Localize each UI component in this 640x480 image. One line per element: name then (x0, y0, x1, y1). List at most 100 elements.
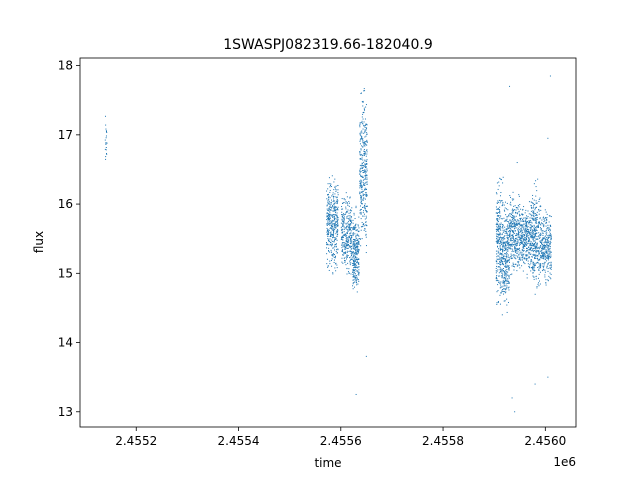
data-point (514, 411, 516, 413)
data-point (502, 261, 504, 263)
data-point (523, 253, 525, 255)
data-point (337, 231, 339, 233)
data-point (360, 194, 362, 196)
data-point (521, 213, 523, 215)
data-point (532, 226, 534, 228)
data-point (333, 218, 335, 220)
data-point (520, 228, 522, 230)
data-point (496, 239, 498, 241)
data-point (498, 266, 500, 268)
data-point (550, 273, 552, 275)
data-point (326, 208, 328, 210)
data-point (519, 220, 521, 222)
data-point (502, 282, 504, 284)
data-point (529, 267, 531, 269)
data-point (342, 223, 344, 225)
data-point (499, 253, 501, 255)
data-point (343, 226, 345, 228)
data-point (539, 271, 541, 273)
data-point (519, 257, 521, 259)
data-point (506, 264, 508, 266)
data-point (363, 197, 365, 199)
data-point (516, 245, 517, 247)
data-point (364, 163, 366, 165)
data-point (532, 230, 534, 232)
data-point (348, 223, 350, 225)
data-point (499, 225, 501, 227)
data-point (106, 131, 107, 132)
data-point (507, 242, 509, 244)
data-point (328, 213, 330, 215)
data-point (520, 220, 522, 222)
data-point (550, 237, 552, 239)
data-point (499, 202, 501, 204)
data-point (359, 154, 361, 156)
data-point (518, 231, 520, 233)
data-point (539, 266, 541, 268)
data-point (511, 237, 513, 239)
data-point (543, 245, 544, 247)
data-point (531, 244, 533, 246)
data-point (355, 259, 357, 261)
data-point (355, 245, 357, 247)
data-point (504, 245, 506, 247)
data-point (529, 233, 531, 235)
data-point (503, 282, 505, 284)
data-point (346, 250, 348, 252)
data-point (533, 236, 535, 238)
data-point (337, 248, 339, 250)
data-point (333, 214, 335, 216)
data-point (357, 252, 359, 254)
data-point (327, 199, 329, 201)
data-point (502, 231, 504, 233)
data-point (341, 218, 343, 220)
data-point (505, 263, 507, 265)
data-point (365, 252, 367, 254)
data-point (329, 183, 331, 185)
data-point (363, 198, 365, 200)
data-point (498, 255, 500, 257)
data-point (329, 218, 331, 220)
data-point (337, 189, 339, 191)
data-point (356, 279, 358, 281)
data-point (333, 196, 335, 198)
data-point (358, 258, 360, 260)
data-point (520, 241, 522, 243)
data-point (526, 241, 528, 243)
data-point (331, 241, 333, 243)
data-point (513, 218, 515, 220)
data-point (539, 234, 541, 236)
data-point (355, 243, 357, 245)
data-point (327, 235, 329, 237)
data-point (363, 185, 365, 187)
data-point (365, 104, 367, 106)
data-point (330, 214, 332, 216)
data-point (508, 267, 510, 269)
data-point (359, 183, 361, 185)
data-point (345, 213, 347, 215)
plot-frame (79, 57, 577, 428)
data-point (333, 225, 335, 227)
data-point (496, 212, 498, 214)
data-point (359, 238, 361, 239)
data-point (535, 186, 537, 188)
data-point (522, 247, 524, 249)
x-axis-offset-label: 1e6 (553, 455, 576, 469)
data-point (334, 219, 336, 221)
data-point (534, 207, 536, 209)
data-point (341, 249, 343, 251)
data-point (498, 233, 500, 235)
data-point (349, 246, 351, 248)
data-point (365, 188, 367, 190)
data-point (357, 224, 359, 226)
data-point (523, 238, 525, 240)
data-point (503, 238, 505, 240)
data-point (333, 189, 335, 191)
data-point (345, 247, 347, 249)
data-point (533, 214, 535, 216)
data-point (495, 277, 497, 279)
data-point (328, 239, 330, 241)
data-point (543, 251, 545, 253)
data-point (360, 213, 362, 215)
data-point (358, 271, 360, 273)
